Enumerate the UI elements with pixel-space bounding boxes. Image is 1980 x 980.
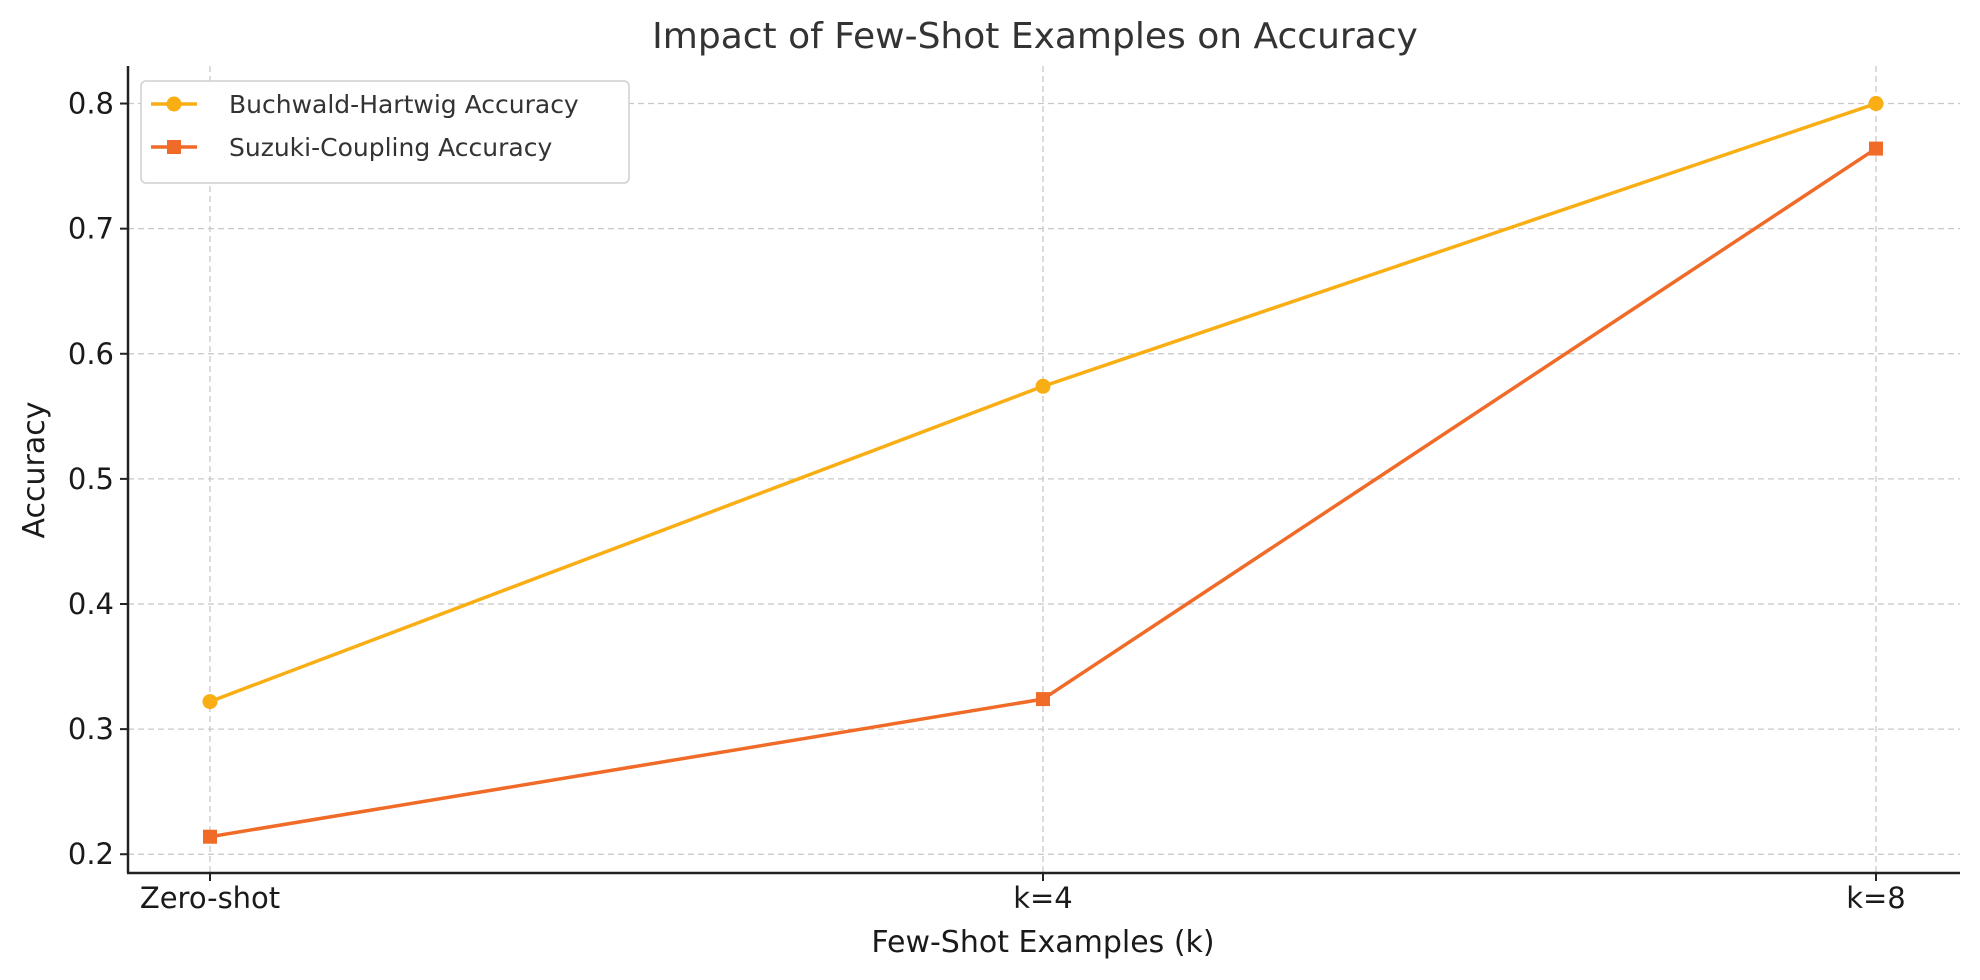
y-tick-label: 0.5 <box>68 462 114 496</box>
y-axis-label: Accuracy <box>17 402 52 539</box>
series-2 <box>203 141 1883 844</box>
x-axis-ticks: Zero-shot k=4 k=8 <box>140 873 1906 915</box>
x-tick-label: k=4 <box>1013 881 1073 915</box>
data-point-square <box>1869 141 1883 156</box>
data-point-circle <box>1868 96 1884 112</box>
y-tick-label: 0.7 <box>68 212 114 246</box>
legend: Buchwald-Hartwig Accuracy Suzuki-Coupling… <box>140 80 630 184</box>
grid <box>128 66 1960 873</box>
legend-label: Buchwald-Hartwig Accuracy <box>229 90 579 119</box>
data-point-circle <box>1035 378 1051 394</box>
legend-label: Suzuki-Coupling Accuracy <box>229 133 552 162</box>
data-point-square <box>203 829 217 844</box>
y-tick-label: 0.3 <box>68 712 114 746</box>
x-tick-label: Zero-shot <box>140 881 280 915</box>
y-tick-label: 0.8 <box>68 87 114 121</box>
series-1 <box>202 96 1884 710</box>
series-layer <box>202 96 1884 844</box>
x-axis-label: Few-Shot Examples (k) <box>871 925 1214 960</box>
legend-marker-square <box>167 140 181 154</box>
chart-title: Impact of Few-Shot Examples on Accuracy <box>652 16 1418 57</box>
y-tick-label: 0.4 <box>68 587 114 621</box>
legend-item: Buchwald-Hartwig Accuracy <box>151 90 579 119</box>
legend-item: Suzuki-Coupling Accuracy <box>151 133 552 162</box>
y-tick-label: 0.2 <box>68 837 114 871</box>
data-point-square <box>1036 692 1050 707</box>
y-axis-ticks: 0.2 0.3 0.4 0.5 0.6 0.7 0.8 <box>68 87 128 871</box>
legend-frame <box>140 80 630 184</box>
legend-marker-circle <box>166 96 182 112</box>
y-tick-label: 0.6 <box>68 337 114 371</box>
x-tick-label: k=8 <box>1846 881 1906 915</box>
data-point-circle <box>202 694 218 710</box>
